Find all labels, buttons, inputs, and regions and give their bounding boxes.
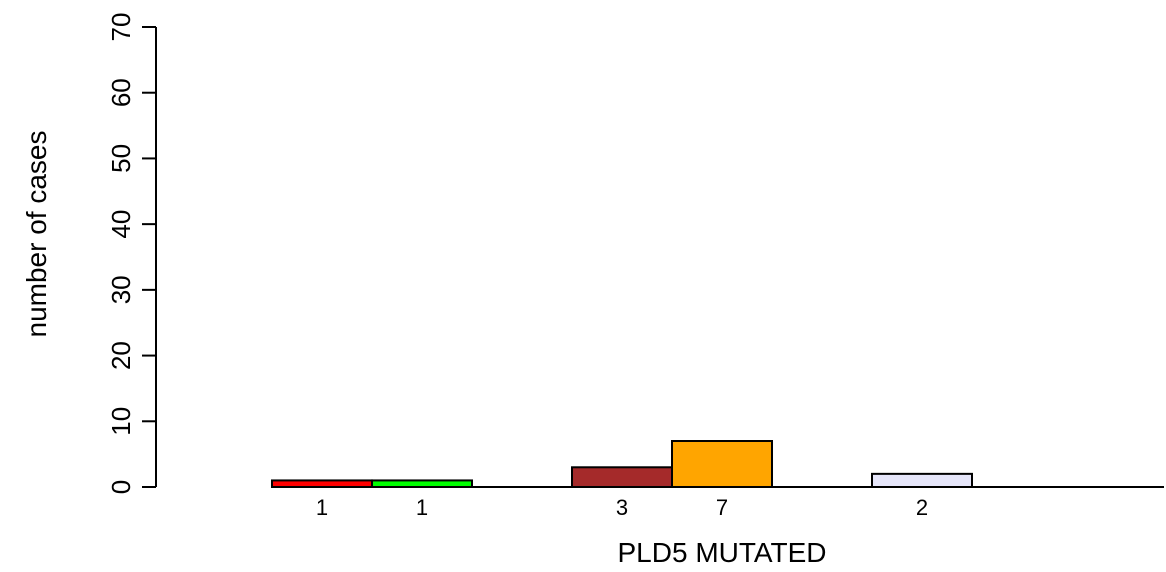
y-tick-label: 30 xyxy=(106,275,136,304)
bar-labels: 1 1 3 7 2 xyxy=(316,495,928,520)
bar-count-label: 7 xyxy=(716,495,728,520)
bar-count-label: 1 xyxy=(416,495,428,520)
y-tick-label: 20 xyxy=(106,341,136,370)
bar-count-label: 1 xyxy=(316,495,328,520)
bar-count-label: 3 xyxy=(616,495,628,520)
bar xyxy=(671,440,773,488)
x-axis-title: PLD5 MUTATED xyxy=(618,537,827,568)
y-tick-label: 50 xyxy=(106,144,136,173)
bar xyxy=(871,472,973,489)
y-tick-label: 10 xyxy=(106,407,136,436)
y-axis: 0 10 20 30 40 50 60 70 xyxy=(106,13,157,494)
y-axis-title: number of cases xyxy=(21,131,52,338)
y-tick-label: 70 xyxy=(106,13,136,42)
y-tick-label: 0 xyxy=(106,480,136,494)
bar xyxy=(571,466,673,488)
bar-count-label: 2 xyxy=(916,495,928,520)
y-tick-label: 60 xyxy=(106,78,136,107)
y-tick-label: 40 xyxy=(106,210,136,239)
bars xyxy=(271,440,973,489)
